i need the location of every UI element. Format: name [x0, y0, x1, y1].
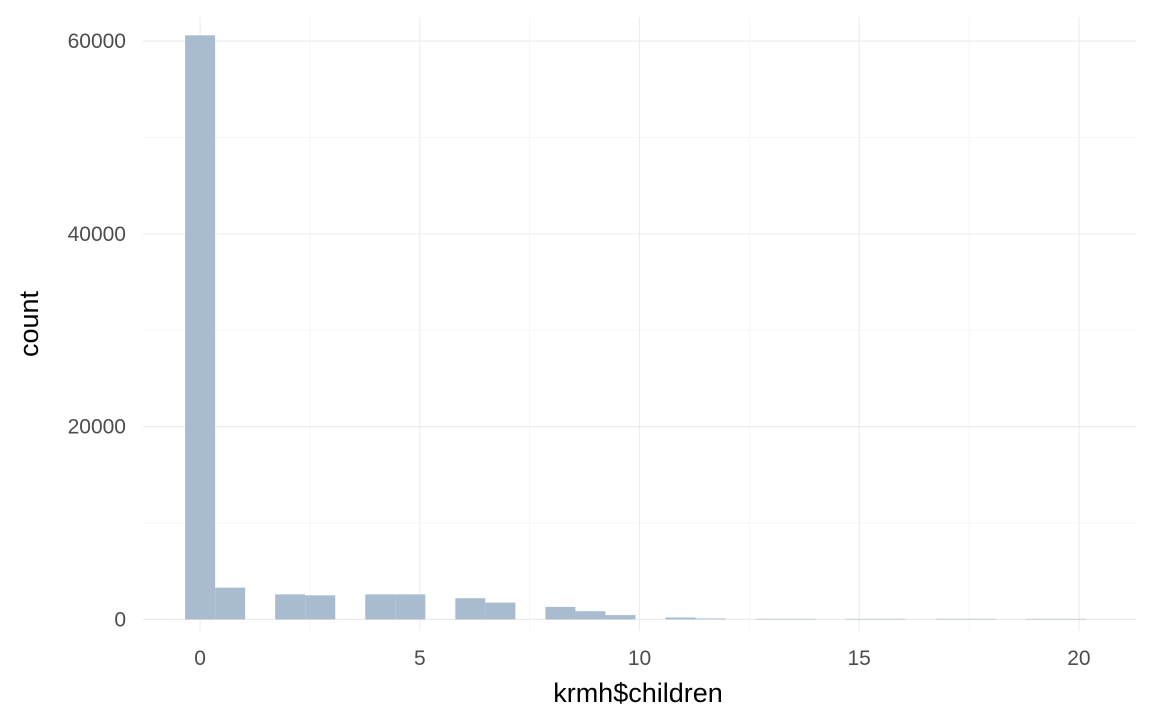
histogram-bar [275, 594, 306, 620]
histogram-bar [1055, 618, 1086, 620]
y-axis-tick-labels: 0 20000 40000 60000 [68, 30, 126, 631]
histogram-bar [185, 35, 216, 620]
x-tick-label: 10 [628, 647, 651, 670]
histogram-bar [755, 618, 786, 620]
x-axis-title: krmh$children [553, 678, 723, 708]
histogram-bar [485, 602, 516, 620]
histogram-bar [305, 595, 336, 620]
histogram-bar [935, 618, 966, 620]
histogram-bar [665, 617, 696, 620]
histogram-bar [695, 618, 726, 620]
histogram-bar [1025, 618, 1056, 620]
y-tick-label: 60000 [68, 30, 126, 53]
histogram-bar [545, 606, 576, 620]
histogram-bar [785, 618, 816, 620]
x-tick-label: 15 [848, 647, 871, 670]
y-tick-label: 40000 [68, 223, 126, 246]
x-tick-label: 20 [1067, 647, 1090, 670]
y-axis-title: count [14, 290, 44, 357]
histogram-bars [185, 35, 1086, 620]
histogram-bar [395, 594, 426, 620]
histogram-bar [365, 594, 396, 620]
histogram-bar [605, 615, 636, 620]
x-tick-label: 0 [194, 647, 206, 670]
histogram-bar [965, 618, 996, 620]
x-axis-tick-labels: 0 5 10 15 20 [194, 647, 1090, 670]
y-tick-label: 0 [114, 608, 126, 631]
histogram-bar [215, 587, 246, 620]
histogram-bar [845, 618, 876, 620]
histogram-bar [575, 611, 606, 620]
histogram-bar [875, 618, 906, 620]
x-tick-label: 5 [414, 647, 426, 670]
histogram-bar [455, 598, 486, 620]
y-tick-label: 20000 [68, 416, 126, 439]
